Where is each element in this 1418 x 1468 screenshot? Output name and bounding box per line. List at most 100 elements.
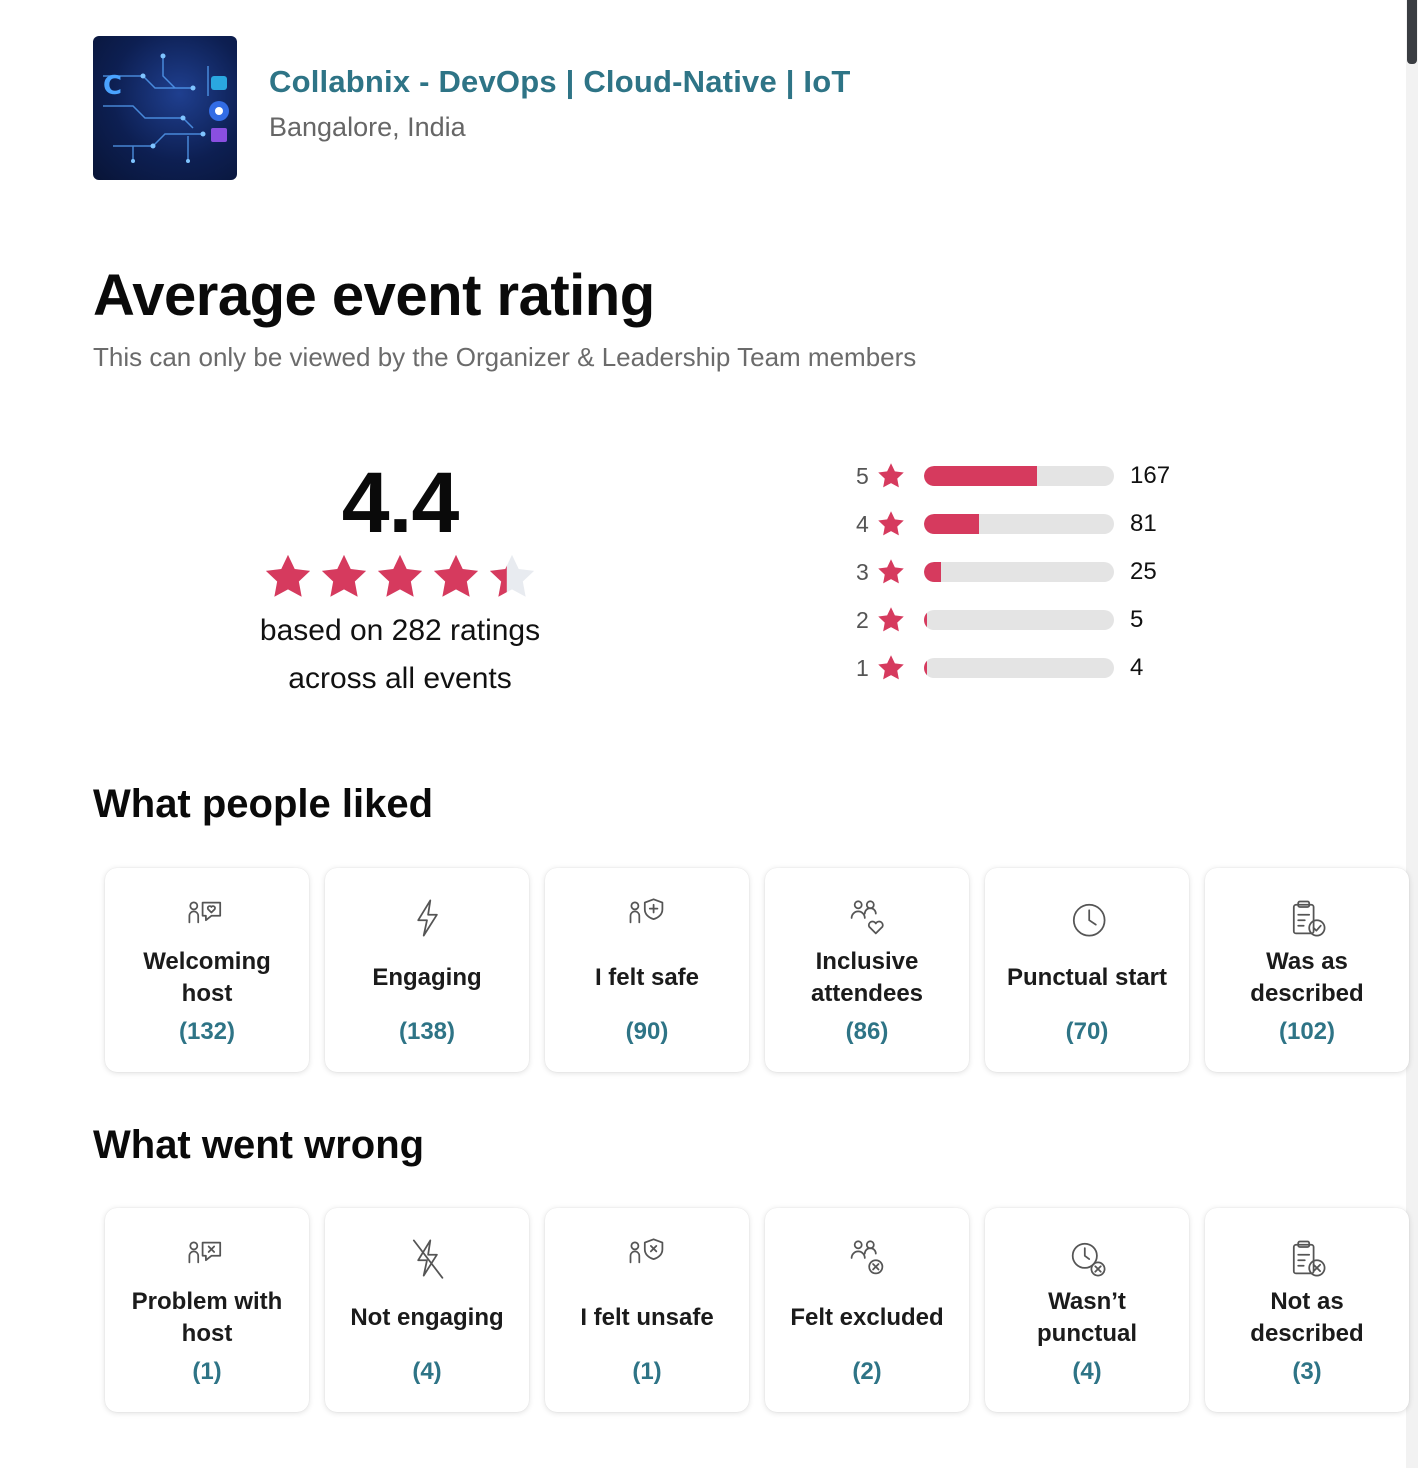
- shield-x-icon: [629, 1238, 664, 1264]
- card-count: (2): [852, 1358, 882, 1385]
- card-label: I felt safe: [594, 964, 700, 991]
- group-header: C Collabnix - DevOps | Cloud-Native | Io…: [93, 36, 850, 180]
- average-rating-summary: 4.4 based on 282 ratings across all even…: [200, 455, 600, 703]
- page-subtitle: This can only be viewed by the Organizer…: [93, 342, 917, 372]
- card-count: (1): [192, 1358, 222, 1385]
- distribution-bar: [924, 610, 1114, 630]
- distribution-bar-fill: [924, 562, 941, 582]
- wrong-card-not-engaging[interactable]: Not engaging (4): [325, 1208, 529, 1412]
- rating-star-icon: [265, 554, 311, 597]
- liked-card-was-as-described[interactable]: Was as described (102): [1205, 868, 1409, 1072]
- distribution-count: 167: [1130, 462, 1171, 489]
- liked-card-punctual-start[interactable]: Punctual start (70): [985, 868, 1189, 1072]
- svg-text:C: C: [103, 71, 122, 101]
- card-count: (3): [1292, 1358, 1322, 1385]
- distribution-star-label: 3: [856, 558, 869, 585]
- liked-cards: Welcoming host (132) Engaging (138) I fe…: [105, 868, 1409, 1072]
- wrong-card-not-as-described[interactable]: Not as described (3): [1205, 1208, 1409, 1412]
- distribution-row-1: 1 4: [856, 644, 1170, 692]
- group-logo[interactable]: C: [93, 36, 237, 180]
- card-count: (70): [1065, 1018, 1109, 1045]
- scrollbar-thumb[interactable]: [1407, 0, 1417, 64]
- people-heart-icon: [850, 900, 884, 935]
- rating-star-icon: [321, 554, 367, 597]
- distribution-count: 5: [1130, 606, 1144, 633]
- star-icon: [878, 463, 904, 488]
- wrong-card-felt-excluded[interactable]: Felt excluded (2): [765, 1208, 969, 1412]
- liked-section-title: What people liked: [93, 782, 434, 826]
- card-count: (4): [1072, 1358, 1102, 1385]
- average-rating-value: 4.4: [341, 455, 460, 551]
- group-location: Bangalore, India: [269, 111, 466, 142]
- card-label: Felt excluded: [790, 1304, 944, 1331]
- rating-caption-line1: based on 282 ratings: [259, 614, 541, 647]
- lightning-off-icon: [412, 1239, 444, 1279]
- page-scrollbar[interactable]: [1406, 0, 1418, 1468]
- distribution-star-label: 5: [856, 462, 869, 489]
- card-label: Engaging: [372, 964, 482, 991]
- rating-star-icon: [433, 554, 479, 597]
- distribution-bar: [924, 466, 1114, 486]
- star-icon: [878, 511, 904, 536]
- card-label: Was as described: [1250, 948, 1364, 1007]
- rating-caption-line2: across all events: [288, 662, 512, 695]
- clock-icon: [1072, 903, 1106, 937]
- card-label: Wasn’t punctual: [1037, 1288, 1137, 1347]
- distribution-bar-fill: [924, 610, 928, 630]
- distribution-count: 81: [1130, 510, 1157, 537]
- liked-card-i-felt-safe[interactable]: I felt safe (90): [545, 868, 749, 1072]
- clipboard-check-icon: [1292, 900, 1326, 937]
- card-count: (1): [632, 1358, 662, 1385]
- star-icon: [878, 607, 904, 632]
- card-label: I felt unsafe: [580, 1304, 714, 1331]
- shield-plus-icon: [629, 898, 664, 924]
- card-count: (138): [398, 1018, 456, 1045]
- card-label: Not engaging: [350, 1304, 504, 1331]
- distribution-row-2: 2 5: [856, 596, 1170, 644]
- distribution-count: 25: [1130, 558, 1157, 585]
- wrong-section-title: What went wrong: [93, 1123, 425, 1167]
- rating-star-icon: [377, 554, 423, 597]
- clipboard-x-icon: [1292, 1240, 1326, 1277]
- clock-x-icon: [1071, 1242, 1106, 1277]
- distribution-row-5: 5 167: [856, 452, 1170, 500]
- star-icon: [878, 559, 904, 584]
- lightning-icon: [417, 899, 438, 937]
- wrong-cards: Problem with host (1) Not engaging (4) I…: [105, 1208, 1409, 1412]
- distribution-bar: [924, 514, 1114, 534]
- rating-star-icon: [489, 554, 535, 597]
- distribution-bar-fill: [924, 514, 979, 534]
- liked-card-engaging[interactable]: Engaging (138): [325, 868, 529, 1072]
- page-title: Average event rating: [93, 263, 655, 328]
- distribution-bar: [924, 562, 1114, 582]
- liked-card-inclusive-attendees[interactable]: Inclusive attendees (86): [765, 868, 969, 1072]
- distribution-row-3: 3 25: [856, 548, 1170, 596]
- chat-x-icon: [188, 1241, 222, 1264]
- card-label: Not as described: [1250, 1288, 1364, 1347]
- distribution-star-label: 2: [856, 606, 869, 633]
- distribution-bar-fill: [924, 466, 1037, 486]
- liked-card-welcoming-host[interactable]: Welcoming host (132): [105, 868, 309, 1072]
- wrong-card-problem-with-host[interactable]: Problem with host (1): [105, 1208, 309, 1412]
- card-count: (86): [845, 1018, 889, 1045]
- distribution-star-label: 1: [856, 654, 869, 681]
- distribution-star-label: 4: [856, 510, 869, 537]
- wrong-card-wasn-t-punctual[interactable]: Wasn’t punctual (4): [985, 1208, 1189, 1412]
- card-label: Problem with host: [131, 1288, 283, 1347]
- chat-heart-icon: [188, 901, 222, 924]
- card-label: Punctual start: [1006, 964, 1168, 991]
- star-icon: [878, 655, 904, 680]
- card-label: Welcoming host: [143, 948, 271, 1007]
- card-count: (4): [412, 1358, 442, 1385]
- wrong-card-i-felt-unsafe[interactable]: I felt unsafe (1): [545, 1208, 749, 1412]
- card-count: (102): [1278, 1018, 1336, 1045]
- distribution-count: 4: [1130, 654, 1144, 681]
- distribution-bar-fill: [924, 658, 927, 678]
- average-rating-stars: [200, 551, 600, 603]
- group-name-link[interactable]: Collabnix - DevOps | Cloud-Native | IoT: [269, 63, 851, 99]
- card-count: (90): [625, 1018, 669, 1045]
- group-meta: Collabnix - DevOps | Cloud-Native | IoT …: [269, 64, 850, 143]
- distribution-bar: [924, 658, 1114, 678]
- people-x-icon: [850, 1240, 884, 1275]
